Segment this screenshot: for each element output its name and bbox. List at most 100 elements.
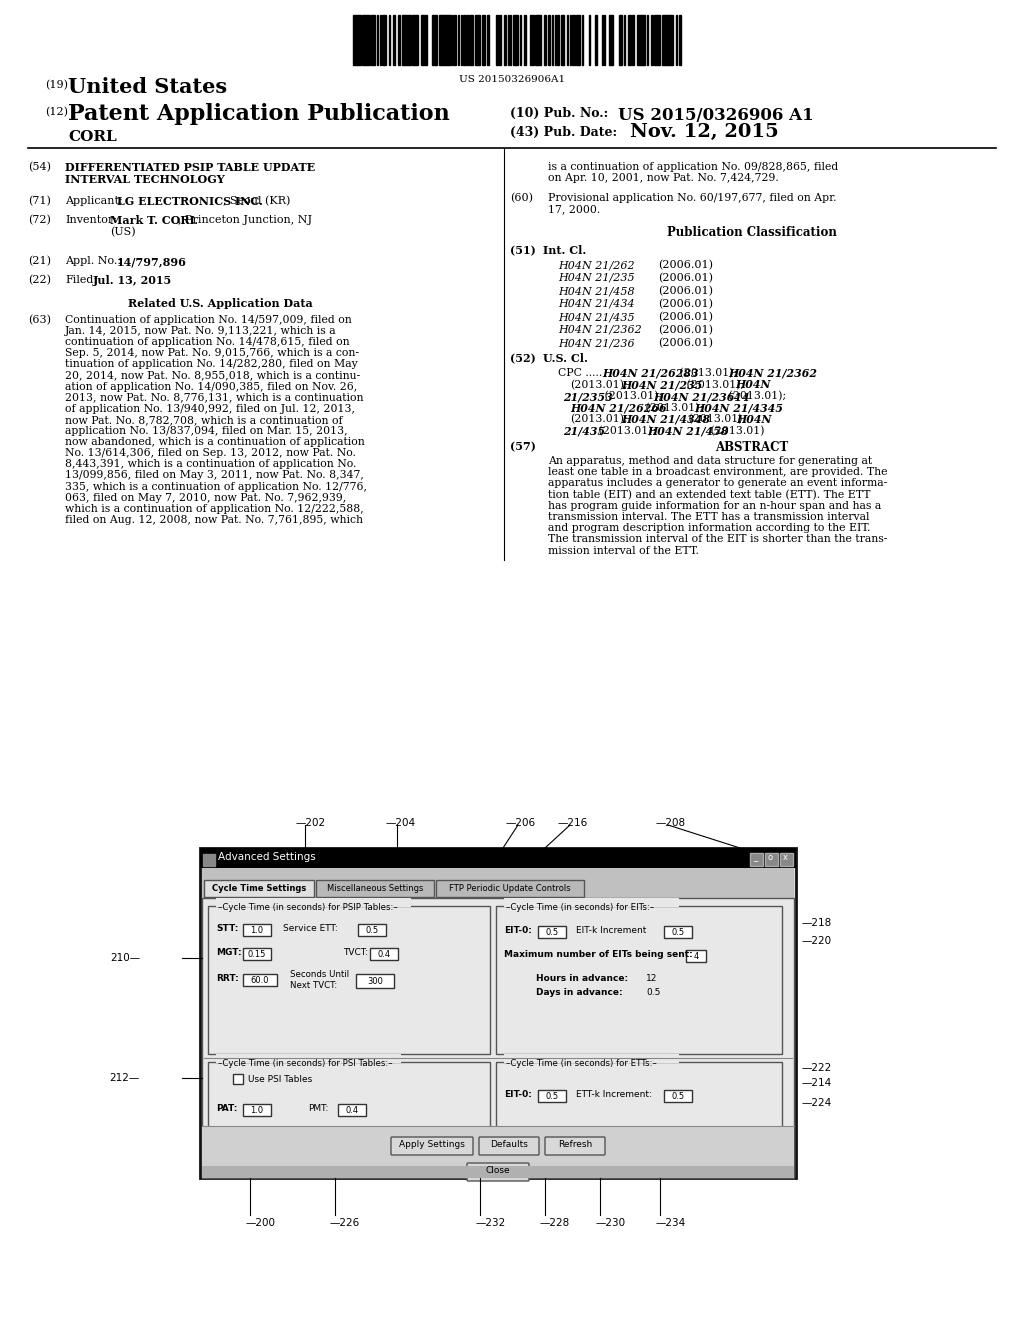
Bar <box>532 15 534 65</box>
Text: –Cycle Time (in seconds) for EITs:–: –Cycle Time (in seconds) for EITs:– <box>506 903 654 912</box>
Bar <box>384 15 386 65</box>
Text: tinuation of application No. 14/282,280, filed on May: tinuation of application No. 14/282,280,… <box>65 359 357 370</box>
Text: 20, 2014, now Pat. No. 8,955,018, which is a continu-: 20, 2014, now Pat. No. 8,955,018, which … <box>65 371 360 380</box>
Text: Publication Classification: Publication Classification <box>667 226 837 239</box>
Text: (2013.01);: (2013.01); <box>685 414 746 424</box>
Text: Filed:: Filed: <box>65 275 97 285</box>
Bar <box>439 15 441 65</box>
Text: PMT:: PMT: <box>308 1104 329 1113</box>
FancyBboxPatch shape <box>545 1137 605 1155</box>
Bar <box>421 15 423 65</box>
Text: , Seoul (KR): , Seoul (KR) <box>223 195 291 206</box>
Text: Sep. 5, 2014, now Pat. No. 9,015,766, which is a con-: Sep. 5, 2014, now Pat. No. 9,015,766, wh… <box>65 348 359 358</box>
Bar <box>499 15 501 65</box>
Text: (2013.01);: (2013.01); <box>570 380 628 389</box>
Text: —232: —232 <box>475 1218 505 1228</box>
Text: No. 13/614,306, filed on Sep. 13, 2012, now Pat. No.: No. 13/614,306, filed on Sep. 13, 2012, … <box>65 449 356 458</box>
Text: 0.5: 0.5 <box>672 1092 685 1101</box>
Text: 2013, now Pat. No. 8,776,131, which is a continuation: 2013, now Pat. No. 8,776,131, which is a… <box>65 393 364 403</box>
Text: H04N 21/236: H04N 21/236 <box>558 338 635 348</box>
Text: (10) Pub. No.:: (10) Pub. No.: <box>510 107 608 120</box>
Text: 4: 4 <box>693 952 698 961</box>
Text: —214: —214 <box>801 1078 831 1088</box>
Text: H04N 21/2362: H04N 21/2362 <box>558 325 642 335</box>
Bar <box>446 15 449 65</box>
Text: H04N 21/4348: H04N 21/4348 <box>621 414 710 425</box>
Text: Int. Cl.: Int. Cl. <box>543 246 587 256</box>
Bar <box>628 15 630 65</box>
Bar <box>204 880 314 898</box>
Text: (2006.01): (2006.01) <box>658 325 713 335</box>
Text: which is a continuation of application No. 12/222,588,: which is a continuation of application N… <box>65 504 364 513</box>
Text: Continuation of application No. 14/597,009, filed on: Continuation of application No. 14/597,0… <box>65 315 352 325</box>
Bar <box>679 15 681 65</box>
Text: MGT:: MGT: <box>216 948 242 957</box>
Text: (2006.01): (2006.01) <box>658 286 713 296</box>
Text: CORL: CORL <box>68 129 117 144</box>
Text: Nov. 12, 2015: Nov. 12, 2015 <box>630 123 778 141</box>
Bar <box>202 869 794 880</box>
Text: —208: —208 <box>655 818 685 828</box>
Bar <box>354 15 357 65</box>
Bar <box>642 15 644 65</box>
Text: EIT-0:: EIT-0: <box>504 927 531 935</box>
Text: (72): (72) <box>28 215 51 226</box>
Bar <box>243 1104 271 1115</box>
Bar <box>442 15 444 65</box>
Text: (54): (54) <box>28 162 51 173</box>
Bar <box>538 1090 566 1102</box>
Text: H04N 21/262: H04N 21/262 <box>558 260 635 271</box>
Text: —226: —226 <box>330 1218 360 1228</box>
Bar <box>357 15 359 65</box>
Text: (60): (60) <box>510 193 534 203</box>
Text: (12): (12) <box>45 107 68 117</box>
Text: (2013.01);: (2013.01); <box>683 380 744 389</box>
Bar <box>408 15 410 65</box>
Text: o: o <box>768 853 773 862</box>
Text: 063, filed on May 7, 2010, now Pat. No. 7,962,939,: 063, filed on May 7, 2010, now Pat. No. … <box>65 492 346 503</box>
Text: (63): (63) <box>28 315 51 325</box>
Bar <box>664 927 692 939</box>
Bar <box>203 854 215 866</box>
Text: Next TVCT:: Next TVCT: <box>290 981 337 990</box>
Bar <box>482 15 485 65</box>
Text: Cycle Time Settings: Cycle Time Settings <box>212 884 306 894</box>
Bar <box>208 906 490 1053</box>
Bar <box>433 15 435 65</box>
Text: H04N 21/2362: H04N 21/2362 <box>728 368 817 379</box>
Text: (71): (71) <box>28 195 51 206</box>
Text: –Cycle Time (in seconds) for PSI Tables:–: –Cycle Time (in seconds) for PSI Tables:… <box>218 1059 392 1068</box>
Text: 0.5: 0.5 <box>546 928 558 937</box>
Bar <box>202 880 794 898</box>
Bar <box>595 15 597 65</box>
Text: Jul. 13, 2015: Jul. 13, 2015 <box>93 275 172 286</box>
Text: The transmission interval of the EIT is shorter than the trans-: The transmission interval of the EIT is … <box>548 535 888 544</box>
Text: and program description information according to the EIT.: and program description information acco… <box>548 523 870 533</box>
Bar <box>513 15 515 65</box>
Bar <box>487 15 489 65</box>
Text: (2006.01): (2006.01) <box>658 273 713 284</box>
Bar <box>538 927 566 939</box>
Bar <box>382 15 384 65</box>
Text: is a continuation of application No. 09/828,865, filed: is a continuation of application No. 09/… <box>548 162 839 172</box>
Text: LG ELECTRONICS INC.: LG ELECTRONICS INC. <box>117 195 263 207</box>
Text: 0.5: 0.5 <box>646 987 660 997</box>
Text: FTP Periodic Update Controls: FTP Periodic Update Controls <box>450 884 570 894</box>
Text: Inventor:: Inventor: <box>65 215 117 224</box>
FancyBboxPatch shape <box>391 1137 473 1155</box>
Bar <box>200 847 796 1177</box>
Text: —220: —220 <box>801 936 831 946</box>
Bar <box>208 1063 490 1147</box>
Text: Days in advance:: Days in advance: <box>536 987 623 997</box>
Text: Apply Settings: Apply Settings <box>399 1140 465 1148</box>
Bar <box>662 15 664 65</box>
Text: 0.15: 0.15 <box>248 950 266 960</box>
Text: —228: —228 <box>540 1218 570 1228</box>
Bar <box>359 15 361 65</box>
Text: —200: —200 <box>245 1218 275 1228</box>
Bar <box>372 15 375 65</box>
Bar <box>671 15 673 65</box>
Text: (2013.01);: (2013.01); <box>570 414 628 424</box>
Bar <box>686 950 706 962</box>
Text: STT:: STT: <box>216 924 239 933</box>
